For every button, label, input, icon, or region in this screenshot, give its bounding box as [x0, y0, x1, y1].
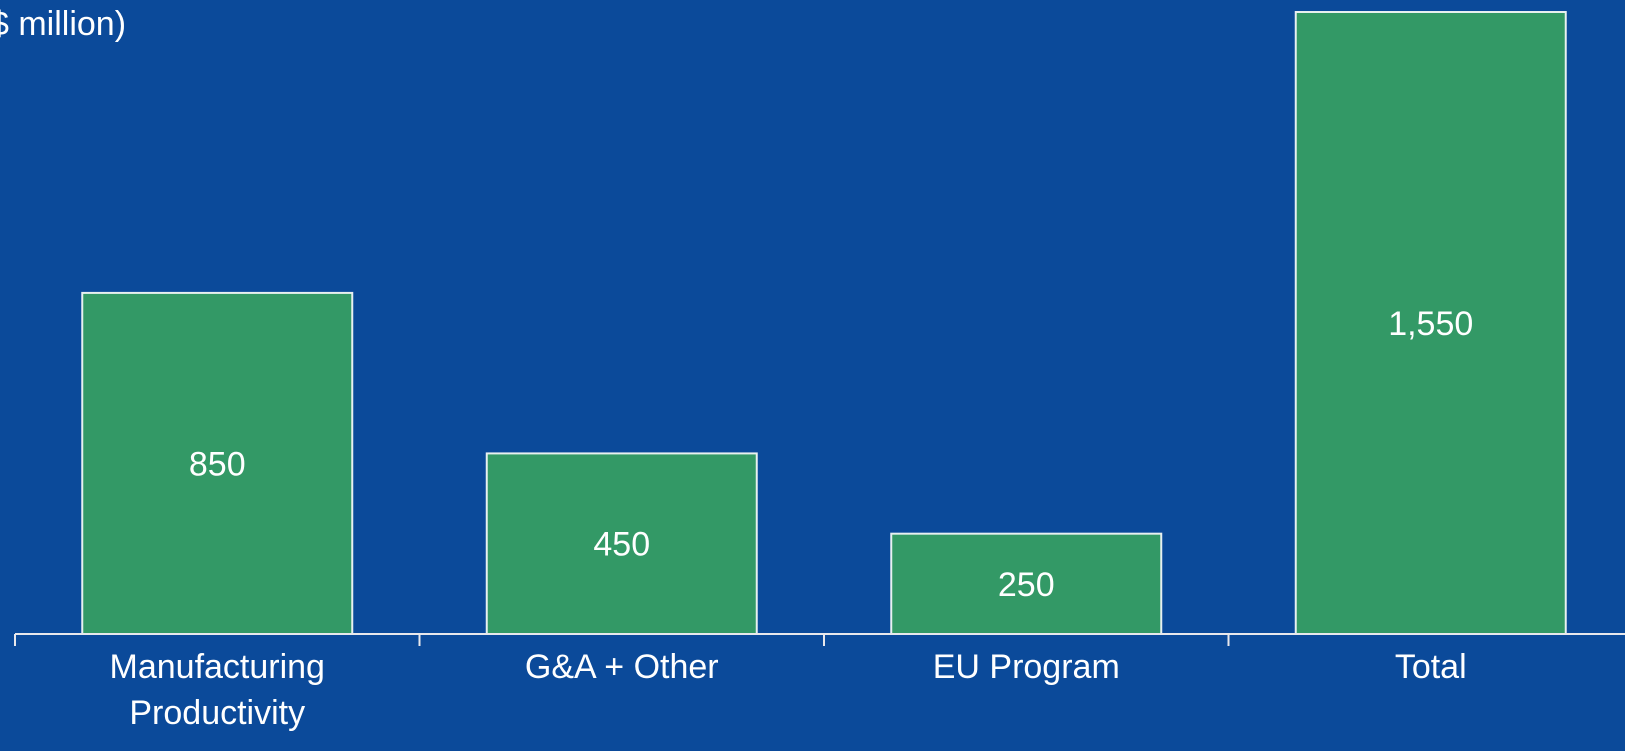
bar-1	[485, 452, 758, 635]
category-label-3: Total	[1394, 648, 1467, 686]
category-label-2: EU Program	[932, 648, 1120, 686]
bar-0	[81, 291, 354, 635]
bar-2	[890, 532, 1163, 636]
data-label-0: 850	[189, 445, 246, 483]
category-label-0: Manufacturing Productivity	[109, 648, 325, 732]
category-label-1: G&A + Other	[524, 648, 719, 686]
bar-3	[1294, 11, 1567, 635]
data-label-3: 1,550	[1388, 305, 1473, 343]
data-label-1: 450	[593, 526, 650, 564]
data-label-2: 250	[998, 566, 1055, 604]
unit-label: $ million)	[0, 5, 127, 43]
